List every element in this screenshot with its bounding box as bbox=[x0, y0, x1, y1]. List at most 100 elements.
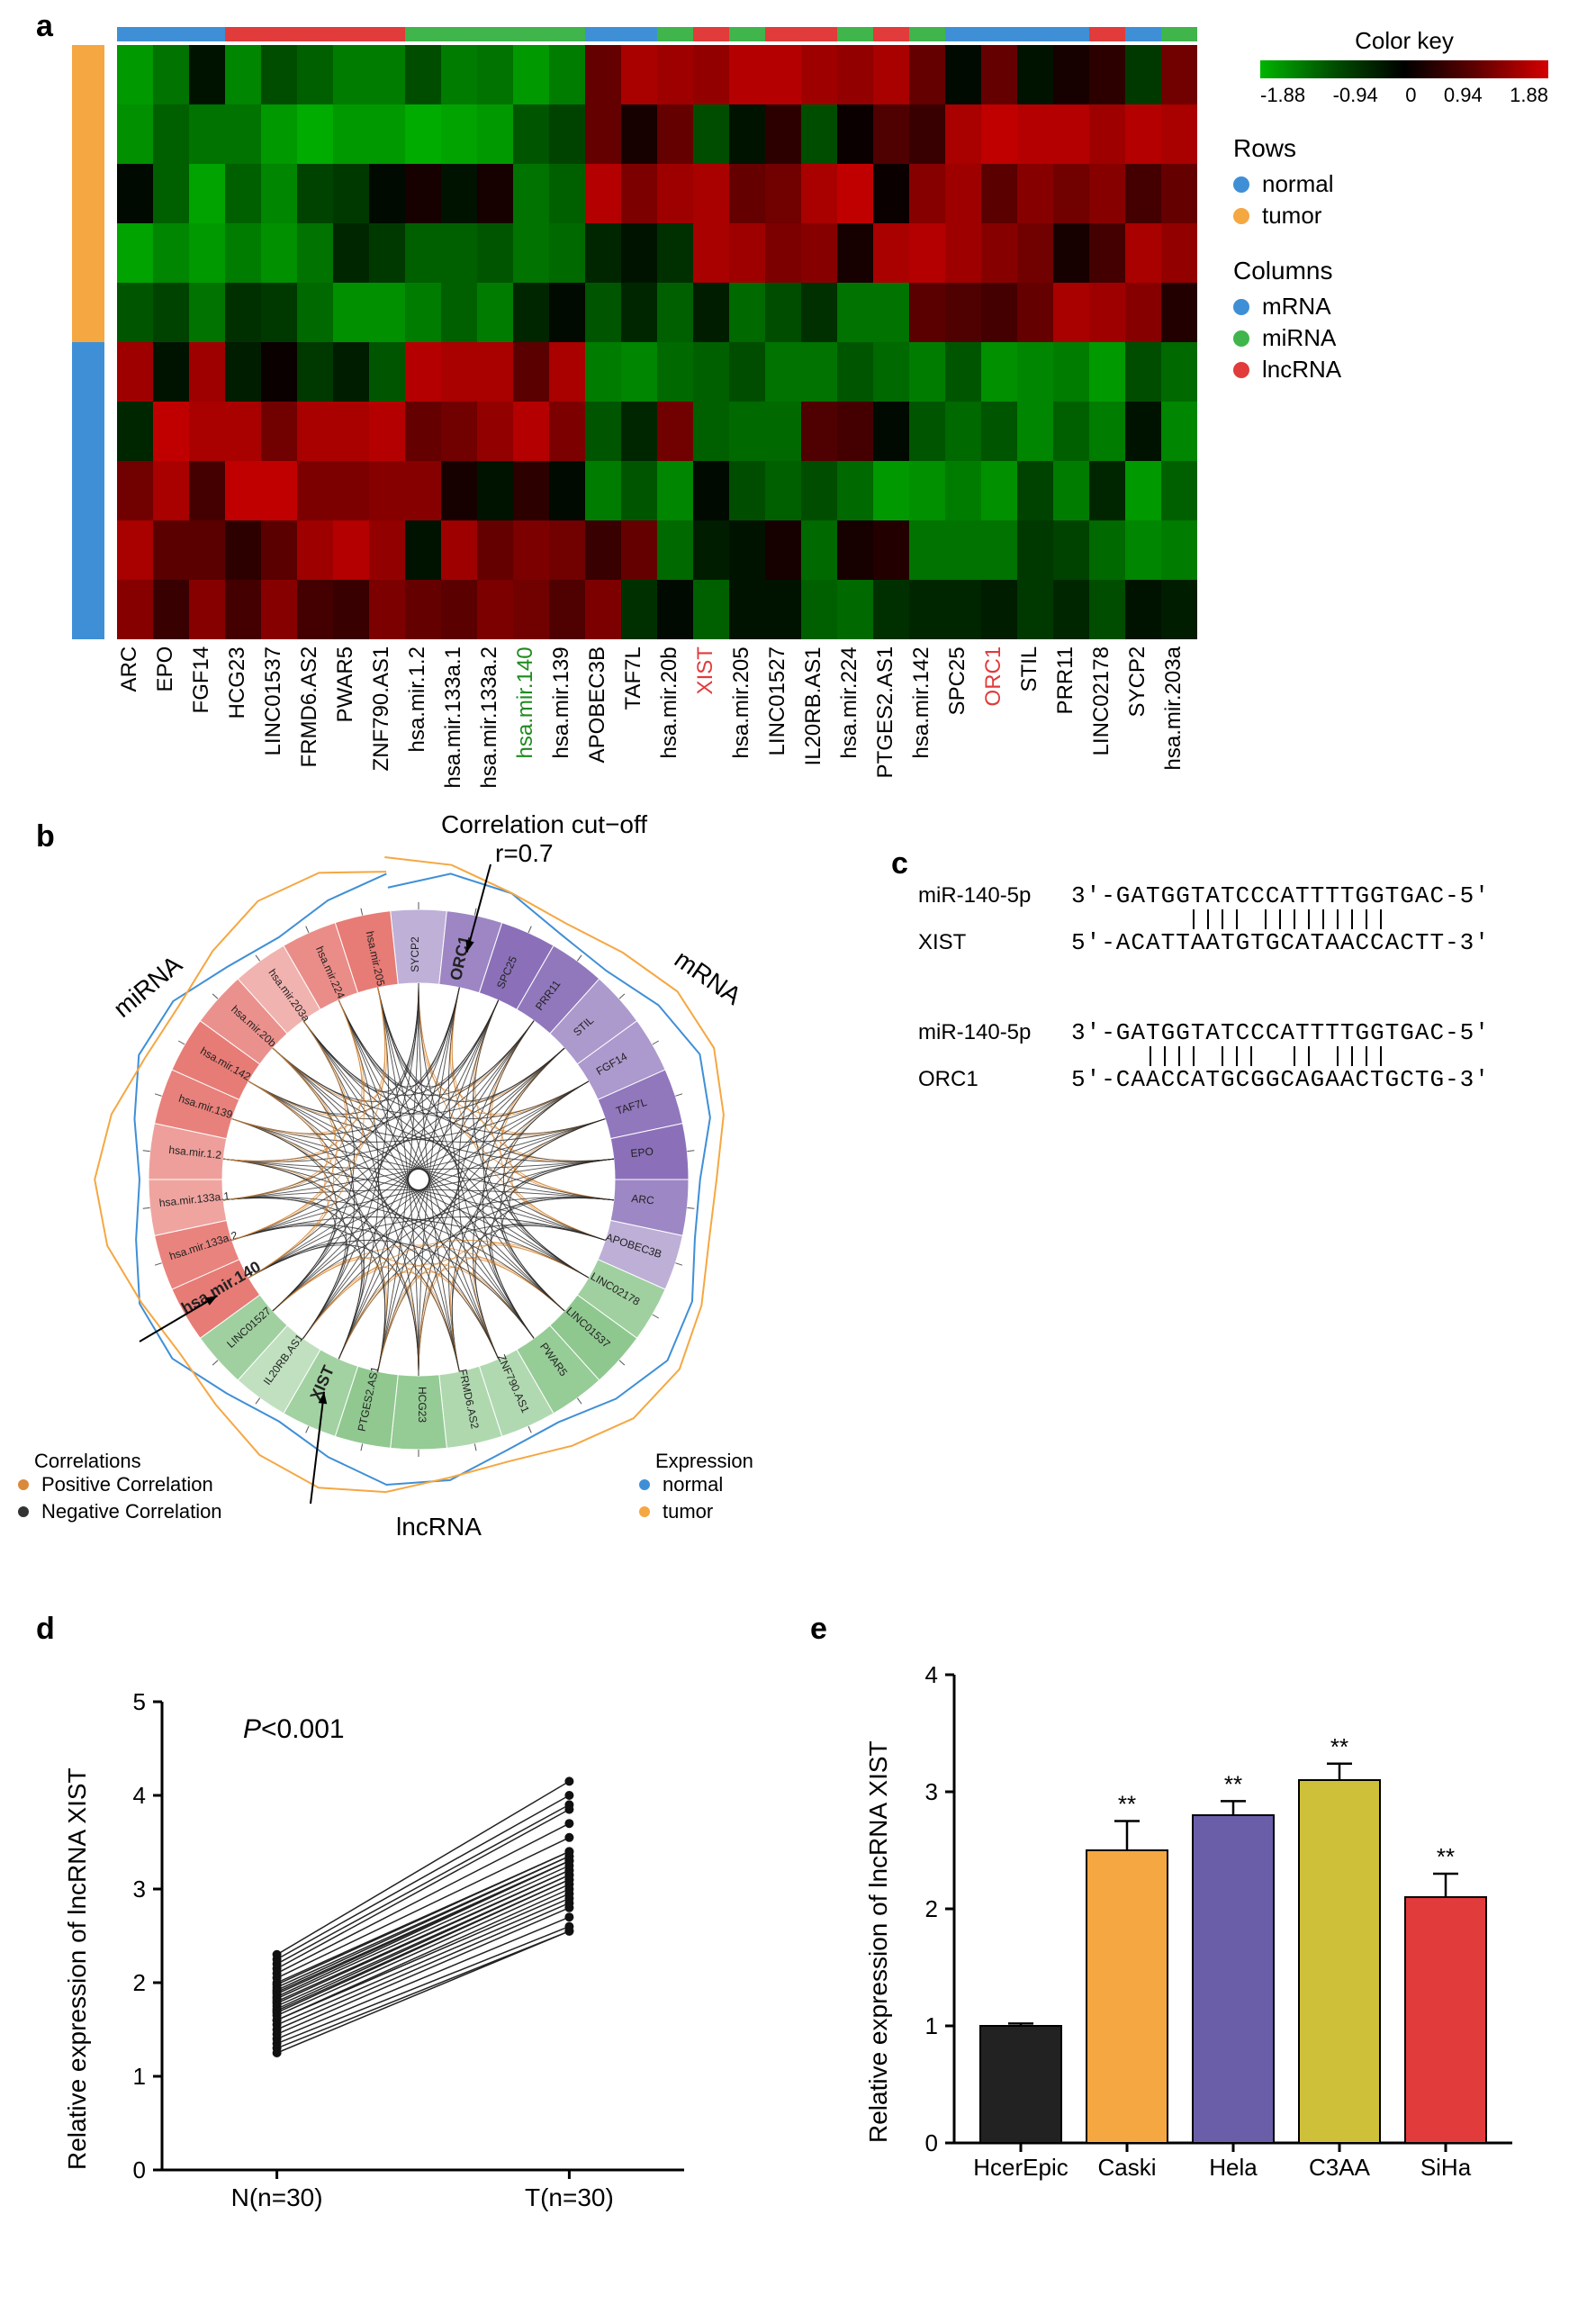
heatmap-cell bbox=[1017, 164, 1053, 223]
svg-text:P<0.001: P<0.001 bbox=[243, 1714, 345, 1744]
color-key-ticks: -1.88-0.9400.941.88 bbox=[1260, 84, 1548, 107]
heatmap-cell bbox=[1053, 283, 1089, 342]
heatmap-cell bbox=[729, 164, 765, 223]
heatmap-cell bbox=[693, 283, 729, 342]
row-group-marker bbox=[72, 45, 104, 104]
heatmap-cell bbox=[837, 461, 873, 520]
color-key-title: Color key bbox=[1233, 27, 1575, 55]
column-label: hsa.mir.224 bbox=[837, 646, 873, 788]
col-group-marker bbox=[729, 27, 765, 41]
column-label: TAF7L bbox=[621, 646, 657, 788]
heatmap-cell bbox=[729, 402, 765, 461]
heatmap-cell bbox=[261, 520, 297, 580]
heatmap-cell bbox=[369, 104, 405, 164]
heatmap-cell bbox=[117, 580, 153, 639]
heatmap-cell bbox=[333, 580, 369, 639]
heatmap-cell bbox=[621, 580, 657, 639]
heatmap-cell bbox=[225, 461, 261, 520]
panel-c: miR-140-5p3'-GATGGTATCCCATTTTGGTGAC-5'XI… bbox=[918, 882, 1566, 1156]
svg-text:**: ** bbox=[1437, 1843, 1455, 1870]
heatmap-cell bbox=[693, 223, 729, 283]
heatmap-cell bbox=[837, 283, 873, 342]
col-group-marker bbox=[297, 27, 333, 41]
legend-item: miRNA bbox=[1233, 324, 1575, 352]
svg-text:**: ** bbox=[1330, 1733, 1348, 1760]
heatmap-cell bbox=[1125, 402, 1161, 461]
column-label: ZNF790.AS1 bbox=[369, 646, 405, 788]
row-group-marker bbox=[72, 342, 104, 402]
heatmap-cell bbox=[405, 461, 441, 520]
heatmap-cell bbox=[513, 45, 549, 104]
legend-item: lncRNA bbox=[1233, 356, 1575, 384]
heatmap-cell bbox=[477, 104, 513, 164]
heatmap-cell bbox=[657, 283, 693, 342]
column-label: LINC01537 bbox=[261, 646, 297, 788]
heatmap-cell bbox=[873, 104, 909, 164]
heatmap-cell bbox=[405, 520, 441, 580]
svg-text:5: 5 bbox=[133, 1688, 146, 1715]
heatmap-cell bbox=[981, 520, 1017, 580]
heatmap-cell bbox=[1053, 342, 1089, 402]
heatmap-cell bbox=[945, 520, 981, 580]
heatmap-cell bbox=[333, 402, 369, 461]
heatmap-cell bbox=[477, 283, 513, 342]
panel-e-plot: 01234HcerEpic**Caski**Hela**C3AA**SiHa bbox=[837, 1639, 1575, 2215]
heatmap-cell bbox=[333, 164, 369, 223]
heatmap-cell bbox=[153, 342, 189, 402]
heatmap-cell bbox=[729, 580, 765, 639]
heatmap-cell bbox=[945, 580, 981, 639]
column-label: FRMD6.AS2 bbox=[297, 646, 333, 788]
heatmap-cell bbox=[1125, 342, 1161, 402]
heatmap-cell bbox=[477, 520, 513, 580]
heatmap-cell bbox=[405, 402, 441, 461]
heatmap-cell bbox=[729, 45, 765, 104]
legend-item: normal bbox=[1233, 170, 1575, 198]
heatmap-cell bbox=[765, 580, 801, 639]
row-group-marker bbox=[72, 104, 104, 164]
svg-text:1: 1 bbox=[133, 2063, 146, 2090]
heatmap-cell bbox=[549, 342, 585, 402]
heatmap-cell bbox=[765, 164, 801, 223]
heatmap-cell bbox=[261, 402, 297, 461]
heatmap-cell bbox=[621, 45, 657, 104]
heatmap-cell bbox=[117, 283, 153, 342]
heatmap-cell bbox=[189, 223, 225, 283]
heatmap-cell bbox=[153, 520, 189, 580]
sector-label-lncrna: lncRNA bbox=[396, 1513, 482, 1541]
heatmap-cell bbox=[1017, 342, 1053, 402]
heatmap-cell bbox=[945, 342, 981, 402]
heatmap-cell bbox=[117, 402, 153, 461]
heatmap-cell bbox=[225, 45, 261, 104]
heatmap-cell bbox=[765, 461, 801, 520]
heatmap-cell bbox=[1161, 461, 1197, 520]
column-label: LINC01527 bbox=[765, 646, 801, 788]
heatmap-cell bbox=[549, 402, 585, 461]
correlations-legend: Correlations Positive CorrelationNegativ… bbox=[18, 1450, 222, 1527]
heatmap-cell bbox=[369, 164, 405, 223]
seq-label: miR-140-5p bbox=[918, 1020, 1071, 1045]
heatmap-cell bbox=[801, 402, 837, 461]
column-label: hsa.mir.133a.1 bbox=[441, 646, 477, 788]
heatmap-cell bbox=[837, 45, 873, 104]
heatmap-cell bbox=[513, 164, 549, 223]
svg-text:Hela: Hela bbox=[1209, 2154, 1258, 2181]
heatmap-cell bbox=[765, 520, 801, 580]
svg-text:2: 2 bbox=[133, 1969, 146, 1996]
svg-text:0: 0 bbox=[133, 2156, 146, 2183]
heatmap-cell bbox=[1161, 45, 1197, 104]
panel-e: Relative expression of lncRNA XIST 01234… bbox=[837, 1639, 1575, 2251]
row-group-marker bbox=[72, 402, 104, 461]
heatmap-cell bbox=[297, 45, 333, 104]
heatmap-cell bbox=[873, 223, 909, 283]
col-group-marker bbox=[405, 27, 441, 41]
heatmap-cell bbox=[909, 402, 945, 461]
heatmap-cell bbox=[585, 283, 621, 342]
heatmap-cell bbox=[549, 223, 585, 283]
heatmap-cell bbox=[153, 223, 189, 283]
column-label: ARC bbox=[117, 646, 153, 788]
row-group-marker bbox=[72, 580, 104, 639]
heatmap-cell bbox=[1089, 402, 1125, 461]
heatmap-cell bbox=[153, 461, 189, 520]
svg-text:Caski: Caski bbox=[1097, 2154, 1156, 2181]
heatmap-cell bbox=[1053, 520, 1089, 580]
